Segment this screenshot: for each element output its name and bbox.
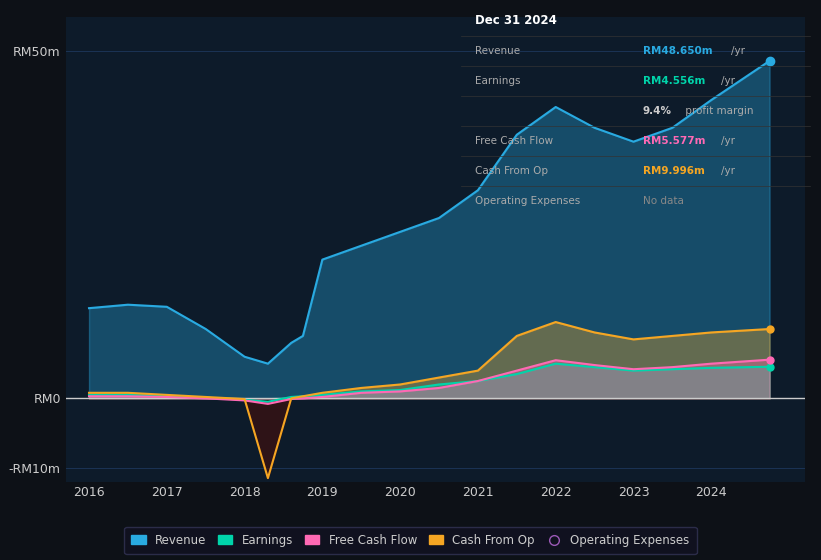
Text: No data: No data [643,195,684,206]
Text: /yr: /yr [731,45,745,55]
Text: Operating Expenses: Operating Expenses [475,195,580,206]
Text: Earnings: Earnings [475,76,521,86]
Text: /yr: /yr [721,136,735,146]
Text: profit margin: profit margin [682,106,754,115]
Text: /yr: /yr [721,166,735,176]
Text: Dec 31 2024: Dec 31 2024 [475,14,557,27]
Text: Free Cash Flow: Free Cash Flow [475,136,553,146]
Text: RM48.650m: RM48.650m [643,45,713,55]
Text: Revenue: Revenue [475,45,521,55]
Text: RM9.996m: RM9.996m [643,166,704,176]
Text: RM4.556m: RM4.556m [643,76,705,86]
Text: Cash From Op: Cash From Op [475,166,548,176]
Text: RM5.577m: RM5.577m [643,136,705,146]
Legend: Revenue, Earnings, Free Cash Flow, Cash From Op, Operating Expenses: Revenue, Earnings, Free Cash Flow, Cash … [124,527,697,554]
Text: 9.4%: 9.4% [643,106,672,115]
Text: /yr: /yr [721,76,735,86]
